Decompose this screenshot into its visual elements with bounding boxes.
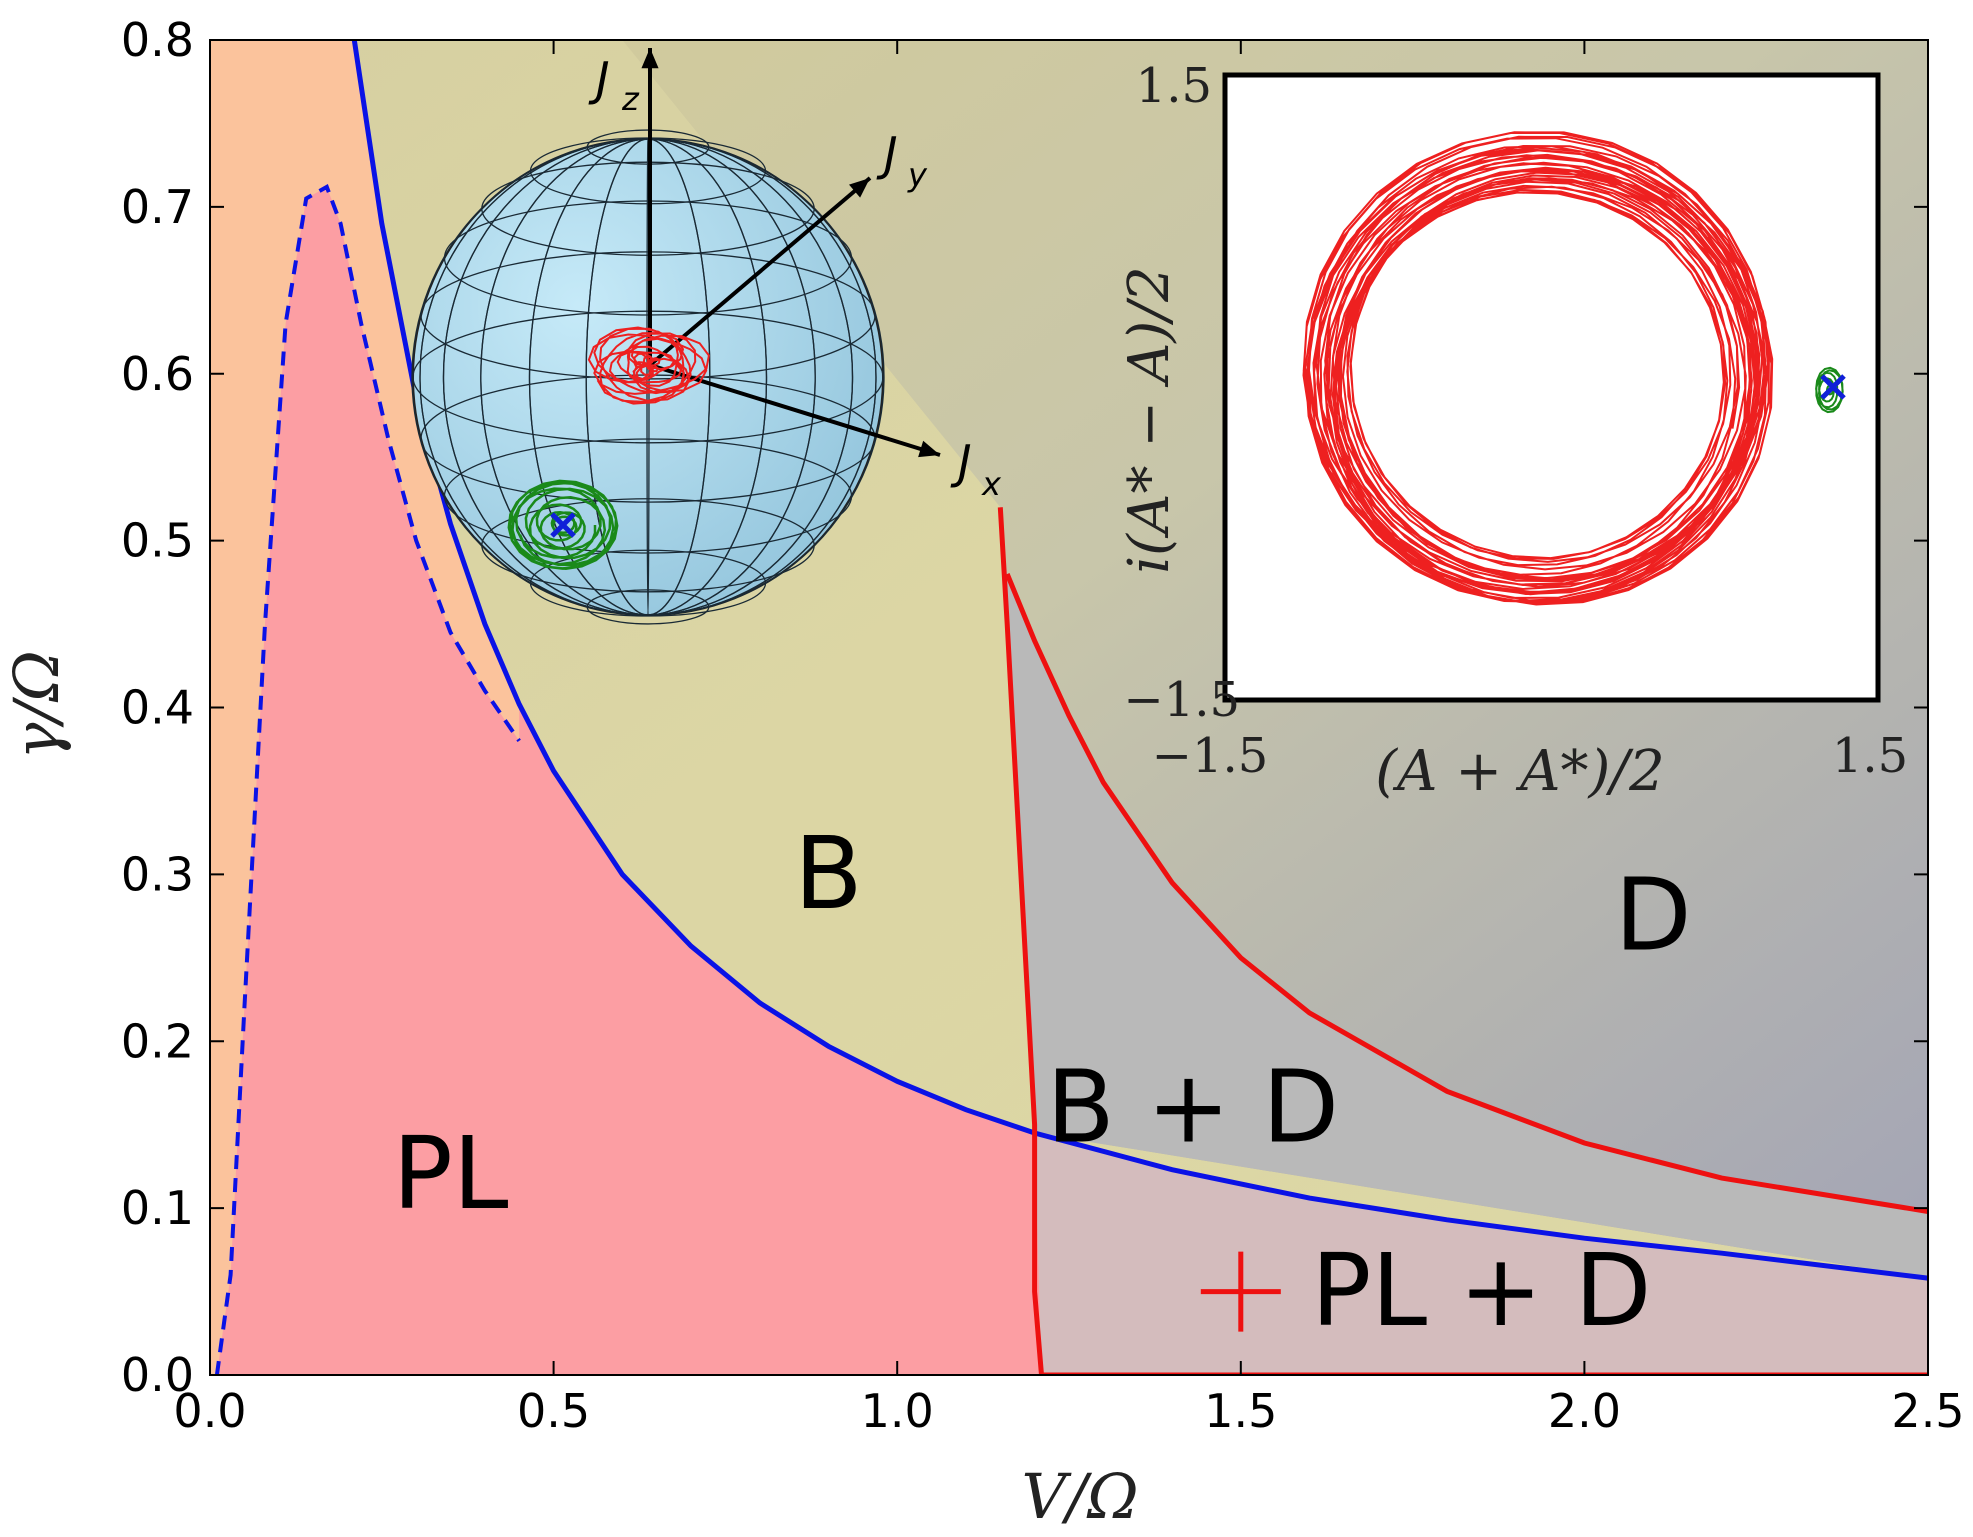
region-PL-plus-D [1034, 1133, 1928, 1375]
inset-xtick-right: 1.5 [1832, 728, 1908, 784]
bloch-axis-y [648, 176, 872, 367]
x-tick-label: 1.0 [861, 1384, 934, 1438]
bloch-latitude [443, 438, 853, 554]
y-tick-label: 0.0 [121, 1348, 194, 1402]
region-label: D [1615, 856, 1692, 973]
y-tick-label: 0.4 [121, 681, 194, 735]
y-tick-label: 0.7 [121, 180, 194, 234]
boundary-solid-blue [351, 40, 1928, 1281]
inset-xtick-left: −1.5 [1152, 728, 1269, 784]
boundary-red-vertical [997, 507, 1044, 1375]
region-label: PL + D [1311, 1232, 1651, 1349]
bloch-axis-x-subscript: x [981, 465, 1002, 503]
x-tick-label: 0.5 [517, 1384, 590, 1438]
y-tick-label: 0.3 [121, 847, 194, 901]
y-tick-label: 0.2 [121, 1014, 194, 1068]
bloch-axis-y-head [849, 178, 870, 198]
x-tick-label: 0.0 [173, 1384, 246, 1438]
bloch-trajectory-green [507, 479, 619, 570]
region-label: PL [393, 1115, 509, 1232]
bloch-axis-y-subscript: y [907, 156, 928, 194]
region-PL [216, 186, 1042, 1375]
inset-ytick-bottom: −1.5 [1123, 672, 1240, 728]
y-tick-label: 0.6 [121, 347, 194, 401]
region-label: B + D [1046, 1048, 1339, 1165]
x-tick-label: 1.5 [1204, 1384, 1277, 1438]
y-tick-label: 0.8 [121, 13, 194, 67]
bloch-trajectory-red [587, 326, 710, 405]
region-label: B [794, 815, 863, 932]
boundary-red-curve [1004, 573, 1928, 1214]
x-tick-label: 2.0 [1548, 1384, 1621, 1438]
inset-cross-marker [1820, 374, 1846, 400]
bloch-cross-marker [550, 512, 576, 538]
y-tick-label: 0.5 [121, 514, 194, 568]
region-B-plus-D [1000, 507, 1928, 1279]
y-tick-label: 0.1 [121, 1181, 194, 1235]
x-axis-label: V/Ω [1021, 1460, 1138, 1533]
bloch-axis-z-head [641, 48, 659, 69]
y-axis-label: γ/Ω [0, 650, 73, 759]
boundary-dashed-blue [214, 184, 521, 1375]
phase-space-inset: 1.5 −1.5 −1.5 1.5 (A + A*)/2 i(A* − A)/2 [1117, 58, 1908, 804]
inset-x-axis-label: (A + A*)/2 [1375, 739, 1665, 804]
x-tick-label: 2.5 [1891, 1384, 1964, 1438]
bloch-sphere-inset: J z J y J x [411, 48, 1002, 625]
inset-y-axis-label: i(A* − A)/2 [1117, 266, 1182, 574]
inset-ytick-top: 1.5 [1136, 58, 1212, 114]
inset-trajectory-red [1302, 131, 1774, 606]
bloch-axis-z-subscript: z [621, 80, 640, 118]
bloch-axis-x-head [918, 440, 940, 458]
bloch-axis-x [649, 363, 941, 457]
